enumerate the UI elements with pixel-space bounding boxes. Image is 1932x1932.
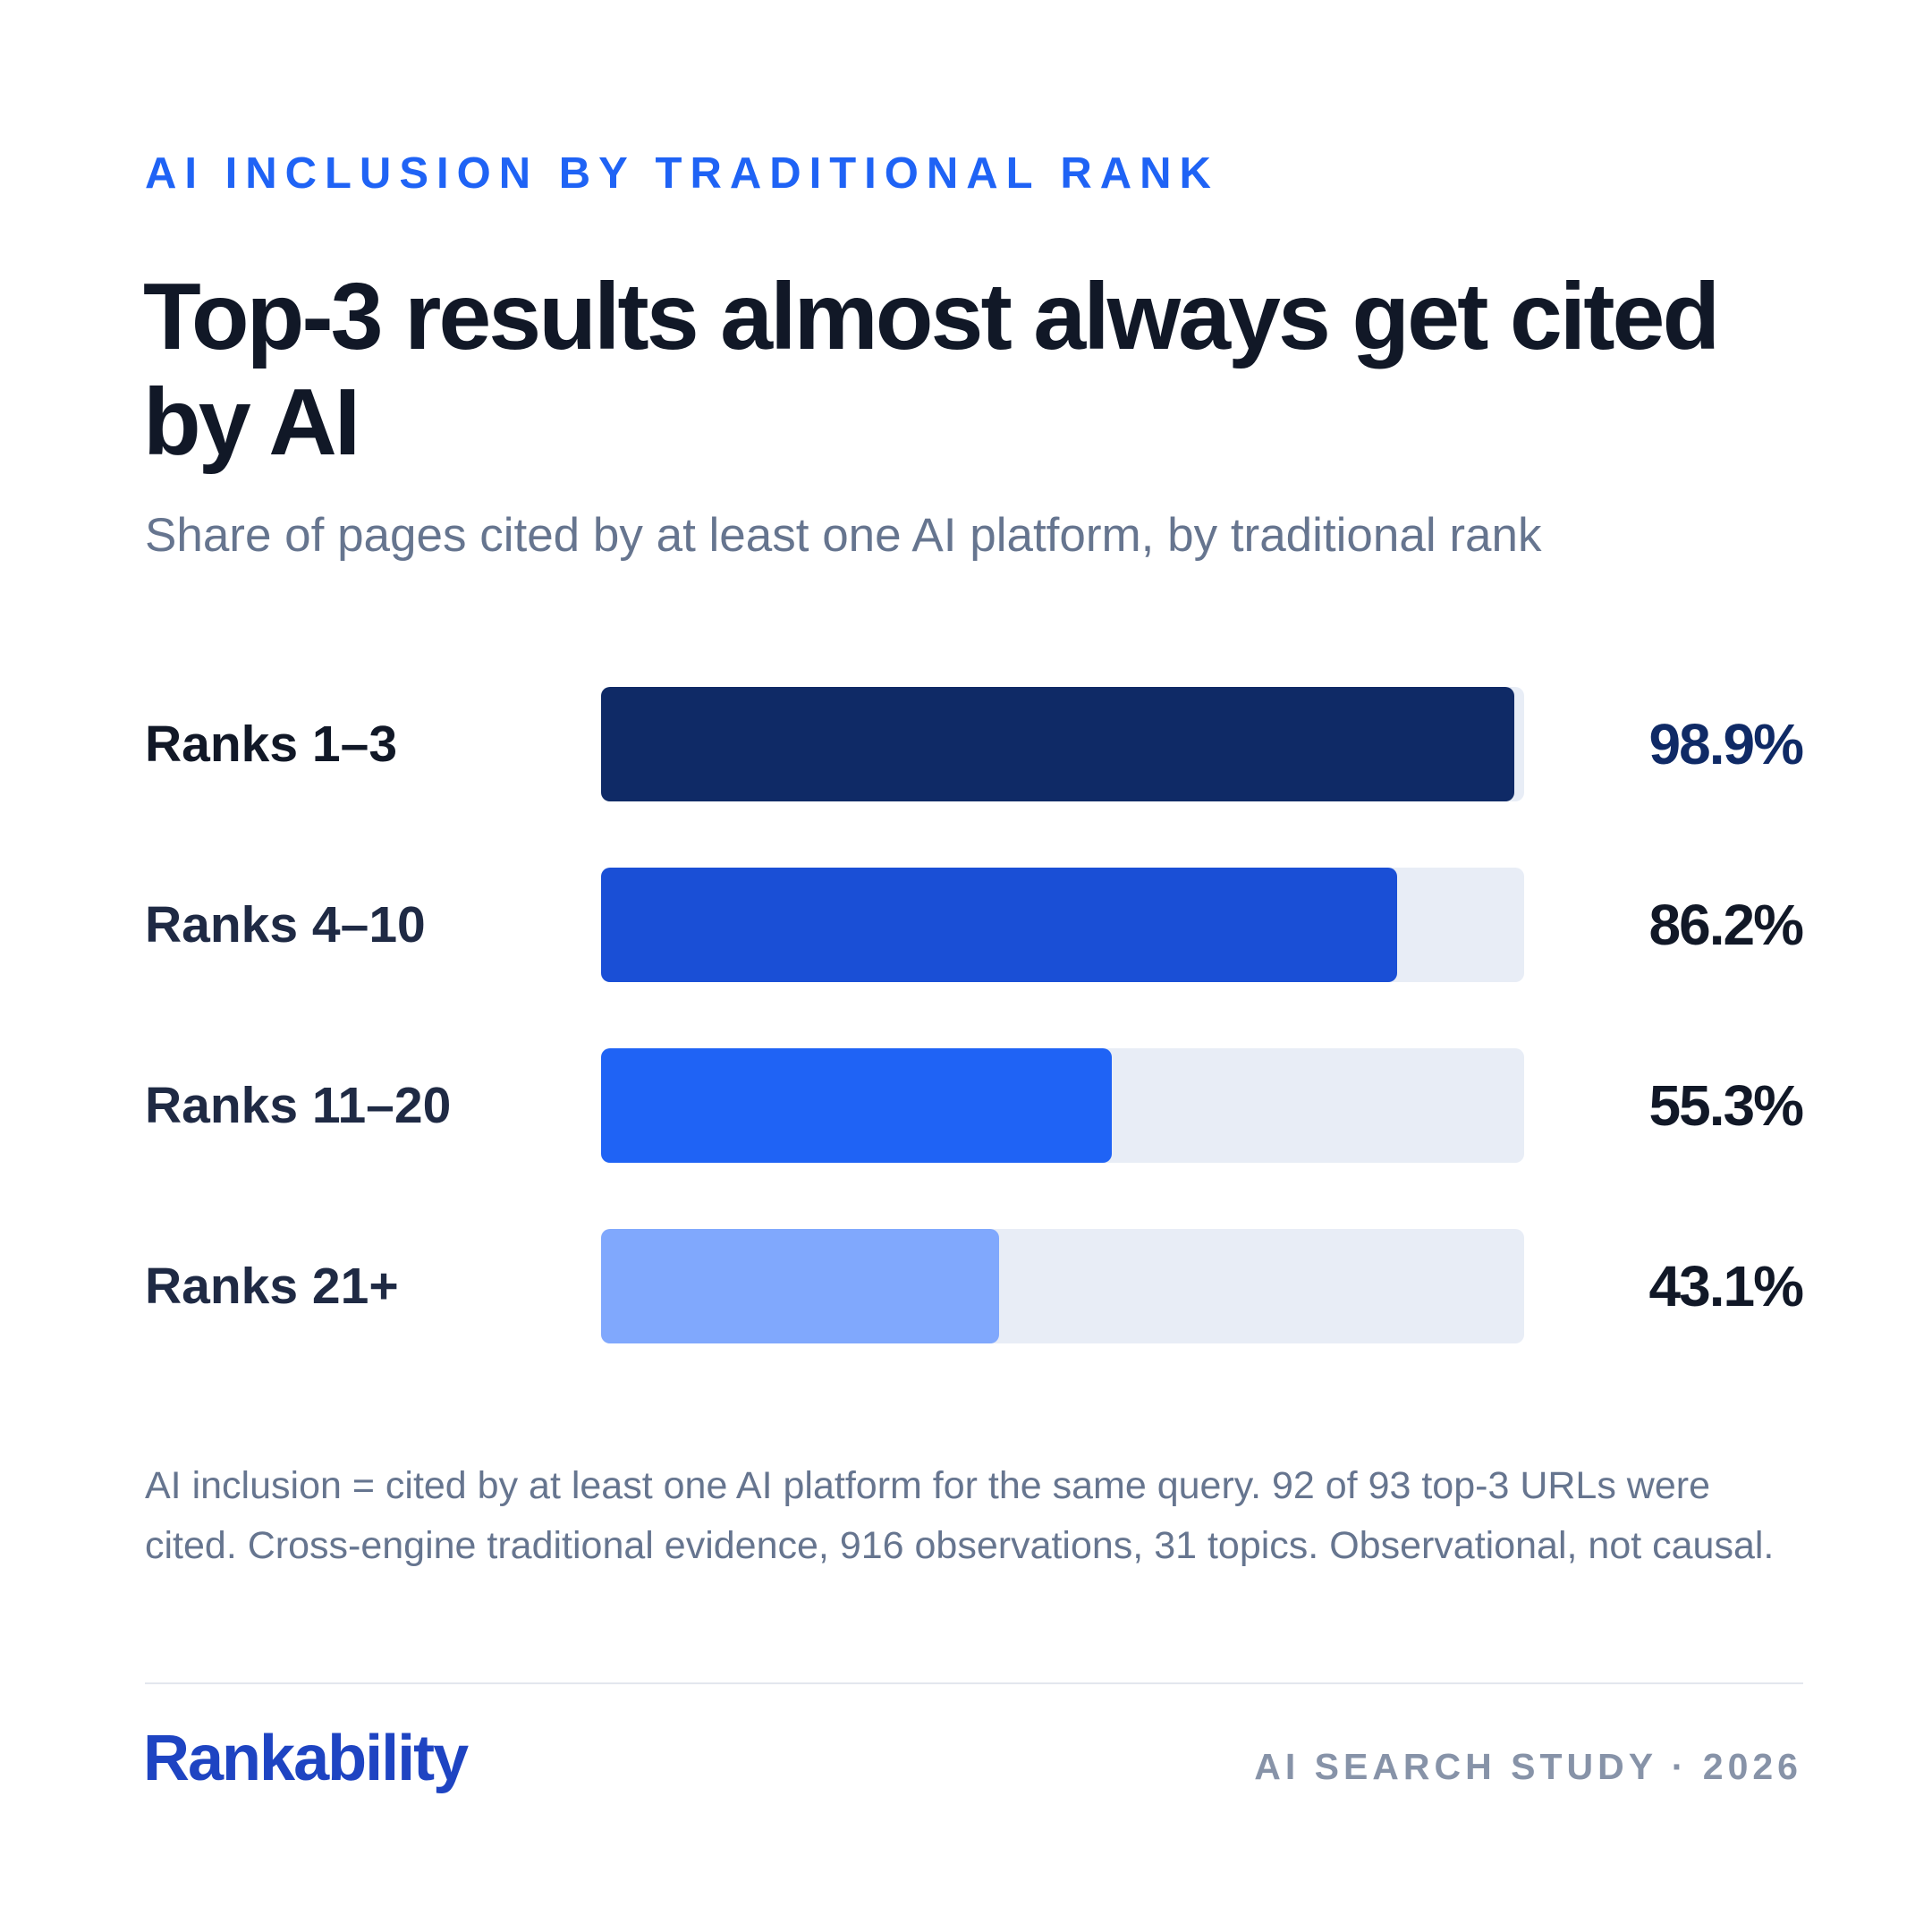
bar [601, 687, 1514, 801]
divider [145, 1682, 1803, 1684]
value-label: 98.9% [1648, 712, 1804, 776]
category-label: Ranks 21+ [145, 1258, 399, 1315]
value-label: 86.2% [1648, 893, 1804, 957]
brand-logo: Rankability [143, 1723, 469, 1794]
bar [601, 1229, 999, 1343]
footnote: AI inclusion = cited by at least one AI … [145, 1464, 1775, 1567]
chart-subtitle: Share of pages cited by at least one AI … [145, 509, 1542, 562]
category-label: Ranks 1–3 [145, 716, 398, 773]
bar-track [601, 868, 1524, 982]
kicker: AI INCLUSION BY TRADITIONAL RANK [145, 149, 1219, 198]
value-label: 55.3% [1648, 1073, 1804, 1138]
study-label: AI SEARCH STUDY · 2026 [1254, 1746, 1802, 1787]
category-label: Ranks 4–10 [145, 896, 426, 953]
bar [601, 1048, 1112, 1163]
value-label: 43.1% [1648, 1254, 1804, 1318]
bar-track [601, 687, 1524, 801]
bar-track [601, 1048, 1524, 1163]
category-label: Ranks 11–20 [145, 1077, 452, 1134]
bar [601, 868, 1397, 982]
chart-title: Top-3 results almost always get cited by… [143, 264, 1720, 475]
bar-track [601, 1229, 1524, 1343]
